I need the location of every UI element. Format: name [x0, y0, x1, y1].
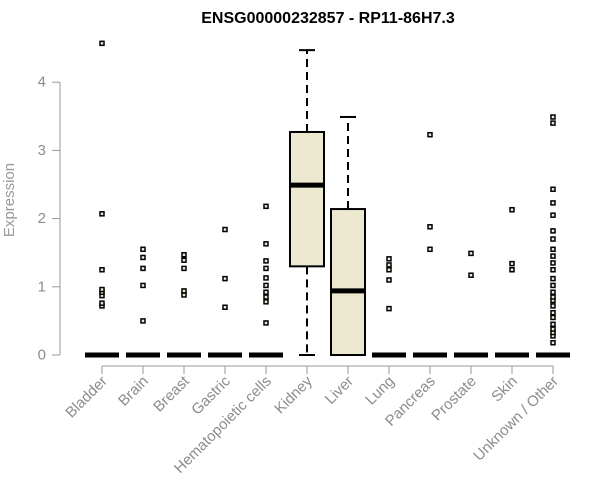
- outlier-point: [550, 228, 556, 234]
- outlier-point: [222, 304, 228, 311]
- outlier-point: [263, 299, 269, 305]
- outlier-point: [181, 288, 187, 294]
- outlier-point: [263, 320, 269, 326]
- iqr-box: [330, 208, 366, 356]
- outlier-point: [263, 258, 269, 264]
- outlier-point: [263, 203, 269, 210]
- category-box-group: [413, 131, 447, 358]
- boxes-layer: [85, 40, 570, 358]
- y-tick-label: 2: [38, 210, 46, 227]
- outlier-point: [550, 120, 556, 126]
- category-label: Bladder: [62, 373, 111, 422]
- outlier-point: [386, 262, 392, 268]
- category-box-group: [85, 40, 119, 358]
- category-box-group: [536, 114, 570, 358]
- outlier-point: [550, 282, 556, 289]
- outlier-point: [386, 277, 392, 283]
- outlier-point: [550, 275, 556, 282]
- outlier-point: [550, 236, 556, 242]
- outlier-point: [550, 314, 556, 321]
- outlier-point: [386, 256, 392, 262]
- outlier-point: [550, 114, 556, 120]
- outlier-point: [468, 272, 474, 278]
- category-box-group: [208, 226, 242, 358]
- outlier-point: [509, 267, 515, 273]
- category-box-group: [330, 115, 366, 356]
- outlier-point: [386, 305, 392, 312]
- category-label: Breast: [150, 372, 193, 415]
- category-box-group: [495, 206, 529, 358]
- outlier-point: [550, 321, 556, 328]
- category-box-group: [454, 250, 488, 358]
- y-tick-label: 3: [38, 142, 46, 159]
- outlier-point: [427, 224, 433, 230]
- y-axis-label: Expression: [1, 163, 18, 237]
- y-tick-label: 0: [38, 347, 46, 364]
- outlier-point: [140, 282, 146, 289]
- y-tick-label: 1: [38, 278, 46, 295]
- outlier-point: [222, 226, 228, 233]
- outlier-point: [427, 131, 433, 138]
- outlier-point: [99, 300, 105, 306]
- category-box-group: [126, 246, 160, 358]
- outlier-point: [140, 246, 146, 253]
- category-box-group: [249, 203, 283, 358]
- outlier-point: [263, 294, 269, 300]
- category-label: Lung: [362, 373, 398, 409]
- outlier-point: [550, 303, 556, 309]
- outlier-point: [140, 265, 146, 272]
- outlier-point: [263, 275, 269, 281]
- outlier-point: [550, 186, 556, 193]
- outlier-point: [550, 309, 556, 316]
- category-label: Kidney: [271, 372, 316, 417]
- outlier-point: [181, 257, 187, 263]
- outlier-point: [181, 251, 187, 258]
- outlier-point: [550, 212, 556, 218]
- outlier-point: [550, 294, 556, 300]
- outlier-point: [181, 265, 187, 272]
- outlier-point: [509, 260, 515, 267]
- outlier-point: [140, 318, 146, 324]
- outlier-point: [263, 289, 269, 296]
- outlier-point: [550, 260, 556, 266]
- category-label: Skin: [488, 373, 521, 406]
- outlier-point: [263, 282, 269, 289]
- y-tick-label: 4: [38, 74, 46, 91]
- outlier-point: [386, 267, 392, 273]
- outlier-point: [550, 326, 556, 332]
- outlier-point: [468, 250, 474, 257]
- category-box-group: [289, 49, 325, 356]
- outlier-point: [550, 200, 556, 206]
- outlier-point: [509, 206, 515, 213]
- outlier-point: [263, 241, 269, 247]
- outlier-point: [99, 267, 105, 273]
- outlier-point: [99, 211, 105, 217]
- outlier-point: [550, 339, 556, 346]
- chart-title: ENSG00000232857 - RP11-86H7.3: [201, 10, 455, 27]
- outlier-point: [263, 265, 269, 272]
- outlier-point: [550, 289, 556, 296]
- category-label: Brain: [115, 373, 152, 410]
- outlier-point: [140, 254, 146, 261]
- outlier-point: [99, 40, 105, 47]
- outlier-point: [550, 253, 556, 259]
- category-box-group: [372, 256, 406, 358]
- outlier-point: [550, 246, 556, 253]
- outlier-point: [222, 275, 228, 282]
- iqr-box: [289, 130, 325, 268]
- outlier-point: [550, 267, 556, 273]
- category-box-group: [167, 251, 201, 358]
- y-axis: 0 1 2 3 4: [38, 74, 61, 364]
- category-label: Liver: [322, 373, 357, 408]
- outlier-point: [99, 286, 105, 293]
- category-label: Prostate: [428, 373, 480, 425]
- outlier-point: [427, 246, 433, 253]
